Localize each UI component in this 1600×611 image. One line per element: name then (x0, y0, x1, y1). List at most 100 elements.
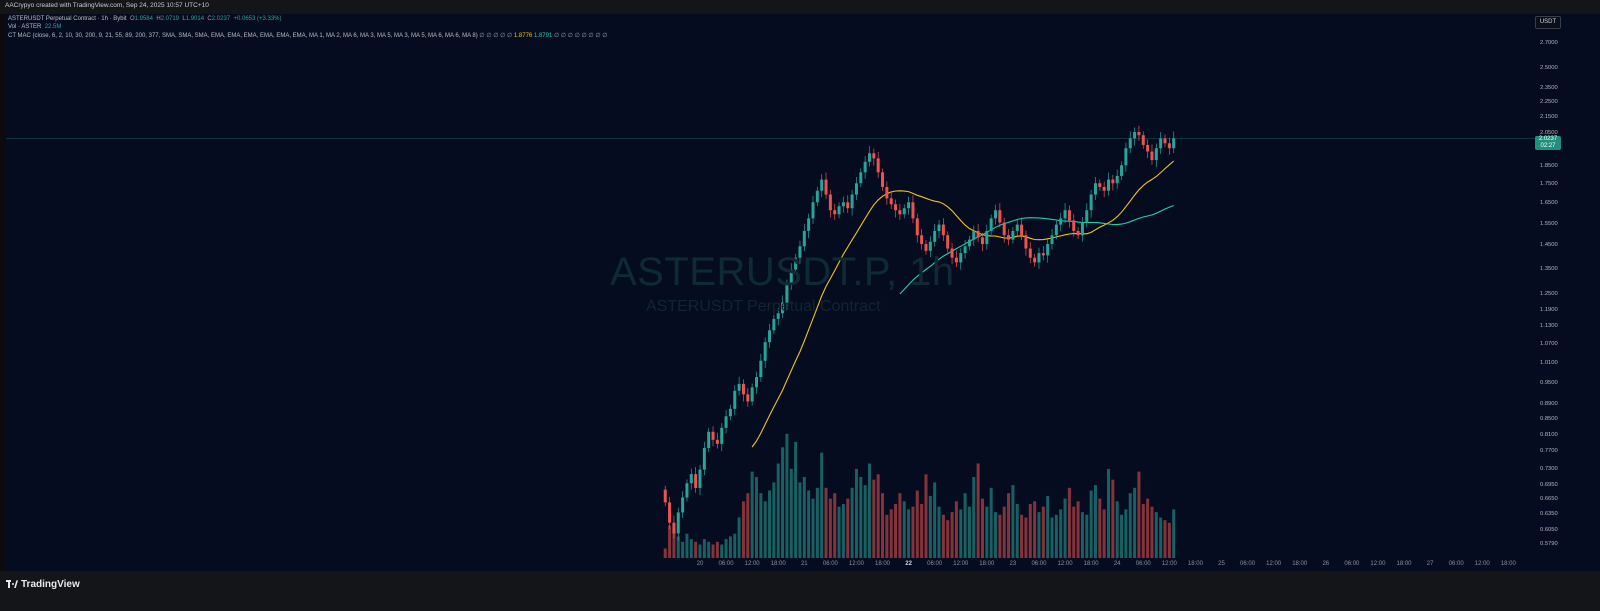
candle-body (1002, 222, 1006, 236)
candle-body (702, 448, 706, 470)
price-tick-label: 0.6050 (1540, 526, 1558, 533)
time-tick-label: 18:00 (770, 561, 786, 567)
volume-bar (1054, 514, 1058, 558)
time-tick-label: 06:00 (927, 561, 943, 567)
volume-bar (724, 539, 728, 558)
price-tick-label: 1.2500 (1540, 290, 1558, 297)
volume-bar (668, 525, 672, 558)
volume-bar (941, 514, 945, 558)
volume-bar (1089, 490, 1093, 558)
volume-bar (963, 493, 967, 558)
legend-mac-row: CT MAC (close, 6, 2, 10, 30, 200, 9, 21,… (8, 32, 607, 39)
legend-high-value: 2.0719 (160, 16, 180, 22)
time-tick-label: 12:00 (953, 561, 969, 567)
candle-body (1076, 230, 1080, 236)
legend-low-value: 1.9014 (185, 16, 205, 22)
candle-body (1011, 230, 1015, 240)
candle-body (1150, 151, 1154, 161)
candle-body (807, 218, 811, 231)
bar-countdown: 02:27 (1540, 143, 1556, 149)
candle-body (837, 206, 841, 215)
watermark-subtitle: ASTERUSDT Perpetual Contract (646, 298, 881, 315)
price-tick-label: 2.1500 (1540, 114, 1558, 121)
volume-bar (837, 506, 841, 558)
volume-bar (876, 474, 880, 558)
candle-body (715, 439, 719, 444)
candle-body (776, 313, 780, 319)
time-tick-label: 12:00 (1370, 561, 1386, 567)
candle-body (798, 246, 802, 258)
volume-bar (1137, 471, 1141, 558)
volume-bar (1120, 514, 1124, 558)
candle-body (676, 512, 680, 534)
legend-symbol-row: ASTERUSDT Perpetual Contract · 1h · Bybi… (8, 16, 282, 22)
price-tick-label: 0.5790 (1540, 541, 1558, 547)
candle-body (841, 202, 845, 207)
candle-body (980, 237, 984, 245)
candle-body (1072, 220, 1076, 231)
currency-button[interactable]: USDT (1535, 16, 1561, 29)
price-tick-label: 0.6350 (1540, 510, 1558, 517)
volume-bar (707, 541, 711, 558)
volume-bar (1033, 501, 1037, 558)
volume-bar (824, 487, 828, 558)
candle-body (1128, 138, 1132, 149)
volume-bar (789, 468, 793, 558)
volume-bar (663, 548, 667, 558)
volume-bar (746, 493, 750, 558)
tradingview-logo[interactable]: TradingView (6, 579, 80, 590)
legend-mac-value-yellow: 1.8776 (513, 33, 533, 39)
legend-volume-label: Vol · ASTER (8, 24, 42, 30)
time-tick-label: 18:00 (1083, 561, 1099, 567)
volume-bar (802, 477, 806, 558)
volume-bar (1002, 506, 1006, 558)
time-tick-label: 22 (905, 561, 912, 567)
candle-body (794, 257, 798, 270)
price-tick-label: 0.8500 (1540, 416, 1558, 423)
volume-bar (820, 452, 824, 558)
volume-bar (1146, 498, 1150, 558)
time-tick-label: 06:00 (718, 561, 734, 567)
volume-bar (1098, 498, 1102, 558)
volume-bar (989, 487, 993, 558)
volume-bar (1011, 485, 1015, 558)
volume-bar (811, 498, 815, 558)
volume-bar (685, 533, 689, 558)
volume-bar (985, 506, 989, 558)
time-tick-label: 18:00 (875, 561, 891, 567)
price-tick-label: 0.8100 (1540, 431, 1558, 438)
volume-bar (728, 536, 732, 558)
volume-bar (807, 490, 811, 558)
candle-body (1024, 235, 1028, 249)
volume-bar (833, 493, 837, 558)
volume-bar (924, 474, 928, 558)
price-tick-label: 1.1300 (1540, 323, 1558, 330)
volume-bar (1046, 495, 1050, 558)
time-tick-label: 26 (1322, 561, 1330, 567)
candle-body (963, 246, 967, 254)
candle-body (741, 383, 745, 395)
volume-bar (776, 463, 780, 558)
volume-bar (854, 468, 858, 558)
time-tick-label: 06:00 (1448, 561, 1464, 567)
volume-bar (681, 541, 685, 558)
volume-bar (1037, 512, 1041, 558)
candle-body (1141, 135, 1145, 145)
time-tick-label: 18:00 (1187, 561, 1203, 567)
volume-bar (694, 541, 698, 558)
legend-high-key: H (156, 16, 161, 22)
volume-bar (1041, 506, 1045, 558)
time-tick-label: 24 (1113, 561, 1121, 567)
candle-body (1133, 132, 1137, 139)
volume-bar (994, 512, 998, 558)
time-tick-label: 18:00 (979, 561, 995, 567)
candle-body (733, 390, 737, 409)
volume-bar (815, 487, 819, 558)
time-tick-label: 12:00 (1057, 561, 1073, 567)
volume-bar (781, 447, 785, 558)
candle-body (1159, 138, 1163, 149)
time-tick-label: 25 (1218, 561, 1225, 567)
time-tick-label: 21 (800, 561, 808, 567)
legend-close-value: 2.0237 (211, 16, 231, 22)
volume-bar (785, 433, 789, 558)
